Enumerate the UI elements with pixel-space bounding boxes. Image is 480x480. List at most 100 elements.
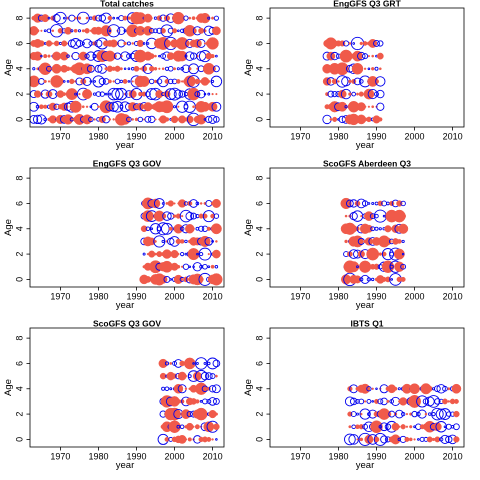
negative-residual-bubble (327, 90, 335, 98)
panel-3: EngGFS Q3 GOV 1970 1980 1990 2000 2010 0 2 4 6 8 ye… (3, 159, 225, 311)
negative-residual-bubble (66, 54, 70, 58)
positive-residual-bubble (394, 261, 405, 272)
negative-residual-bubble (93, 92, 97, 96)
bubbles (344, 383, 462, 446)
y-tick-label: 0 (254, 117, 264, 122)
positive-residual-bubble (348, 42, 352, 45)
positive-residual-bubble (360, 214, 363, 218)
y-tick-label: 4 (14, 66, 24, 71)
positive-residual-bubble (206, 226, 211, 231)
negative-residual-bubble (62, 16, 66, 20)
y-axis-label: Age (243, 219, 254, 236)
y-axis-label: Age (3, 59, 14, 76)
positive-residual-bubble (363, 400, 367, 403)
y-tick-label: 0 (14, 277, 24, 282)
positive-residual-bubble (146, 80, 150, 83)
negative-residual-bubble (183, 15, 189, 21)
positive-residual-bubble (139, 67, 142, 70)
negative-residual-bubble (211, 101, 222, 112)
negative-residual-bubble (161, 239, 165, 244)
positive-residual-bubble (367, 55, 370, 58)
positive-residual-bubble (405, 425, 409, 428)
positive-residual-bubble (30, 75, 40, 88)
negative-residual-bubble (120, 51, 130, 61)
positive-residual-bubble (426, 436, 433, 443)
plot-frame (29, 7, 225, 128)
negative-residual-bubble (211, 79, 215, 83)
positive-residual-bubble (183, 357, 196, 370)
positive-residual-bubble (148, 53, 155, 59)
x-tick-label: 1990 (126, 452, 146, 462)
y-axis-label: Age (243, 379, 254, 396)
positive-residual-bubble (41, 14, 50, 23)
negative-residual-bubble (161, 202, 165, 205)
positive-residual-bubble (359, 41, 363, 46)
negative-residual-bubble (401, 239, 405, 244)
positive-residual-bubble (156, 15, 163, 21)
positive-residual-bubble (158, 275, 168, 284)
y-tick-label: 4 (14, 226, 24, 231)
positive-residual-bubble (150, 198, 161, 209)
negative-residual-bubble (445, 423, 452, 430)
positive-residual-bubble (110, 52, 117, 60)
positive-residual-bubble (168, 420, 181, 433)
negative-residual-bubble (213, 213, 220, 219)
negative-residual-bubble (149, 78, 155, 85)
negative-residual-bubble (356, 412, 359, 416)
positive-residual-bubble (114, 65, 121, 72)
x-axis-label: year (116, 460, 134, 471)
negative-residual-bubble (446, 411, 452, 417)
positive-residual-bubble (390, 434, 401, 445)
negative-residual-bubble (210, 75, 223, 88)
positive-residual-bubble (202, 213, 208, 219)
positive-residual-bubble (62, 92, 67, 96)
positive-residual-bubble (59, 51, 69, 61)
positive-residual-bubble (131, 42, 134, 45)
positive-residual-bubble (43, 79, 47, 84)
positive-residual-bubble (158, 67, 161, 70)
negative-residual-bubble (98, 77, 106, 85)
negative-residual-bubble (184, 51, 195, 61)
positive-residual-bubble (367, 105, 370, 108)
negative-residual-bubble (189, 199, 198, 208)
negative-residual-bubble (76, 11, 90, 25)
negative-residual-bubble (344, 105, 348, 109)
positive-residual-bubble (172, 11, 185, 25)
negative-residual-bubble (400, 411, 406, 417)
negative-residual-bubble (207, 361, 211, 366)
negative-residual-bubble (356, 198, 367, 209)
negative-residual-bubble (199, 400, 203, 403)
positive-residual-bubble (338, 89, 347, 99)
negative-residual-bubble (107, 87, 120, 101)
positive-residual-bubble (424, 412, 428, 416)
negative-residual-bubble (82, 76, 92, 87)
negative-residual-bubble (384, 423, 392, 430)
positive-residual-bubble (179, 239, 185, 244)
negative-residual-bubble (397, 387, 401, 391)
negative-residual-bubble (58, 41, 62, 45)
negative-residual-bubble (70, 29, 74, 33)
y-axis-label: Age (3, 379, 14, 396)
plot-frame (29, 327, 225, 448)
positive-residual-bubble (78, 92, 81, 96)
negative-residual-bubble (375, 387, 378, 391)
positive-residual-bubble (61, 40, 68, 47)
positive-residual-bubble (176, 264, 181, 269)
positive-residual-bubble (199, 202, 203, 205)
y-tick-label: 2 (14, 252, 24, 257)
positive-residual-bubble (370, 420, 383, 434)
negative-residual-bubble (89, 105, 93, 109)
panel-title: EngGFS Q3 GRT (333, 0, 401, 9)
positive-residual-bubble (344, 214, 348, 218)
positive-residual-bubble (127, 16, 131, 20)
positive-residual-bubble (332, 116, 338, 122)
negative-residual-bubble (386, 201, 390, 206)
negative-residual-bubble (107, 24, 121, 38)
negative-residual-bubble (211, 240, 214, 243)
positive-residual-bubble (360, 412, 363, 416)
positive-residual-bubble (112, 118, 115, 121)
negative-residual-bubble (43, 42, 47, 45)
negative-residual-bubble (202, 263, 208, 270)
negative-residual-bubble (376, 89, 385, 99)
x-tick-label: 1980 (328, 452, 348, 462)
